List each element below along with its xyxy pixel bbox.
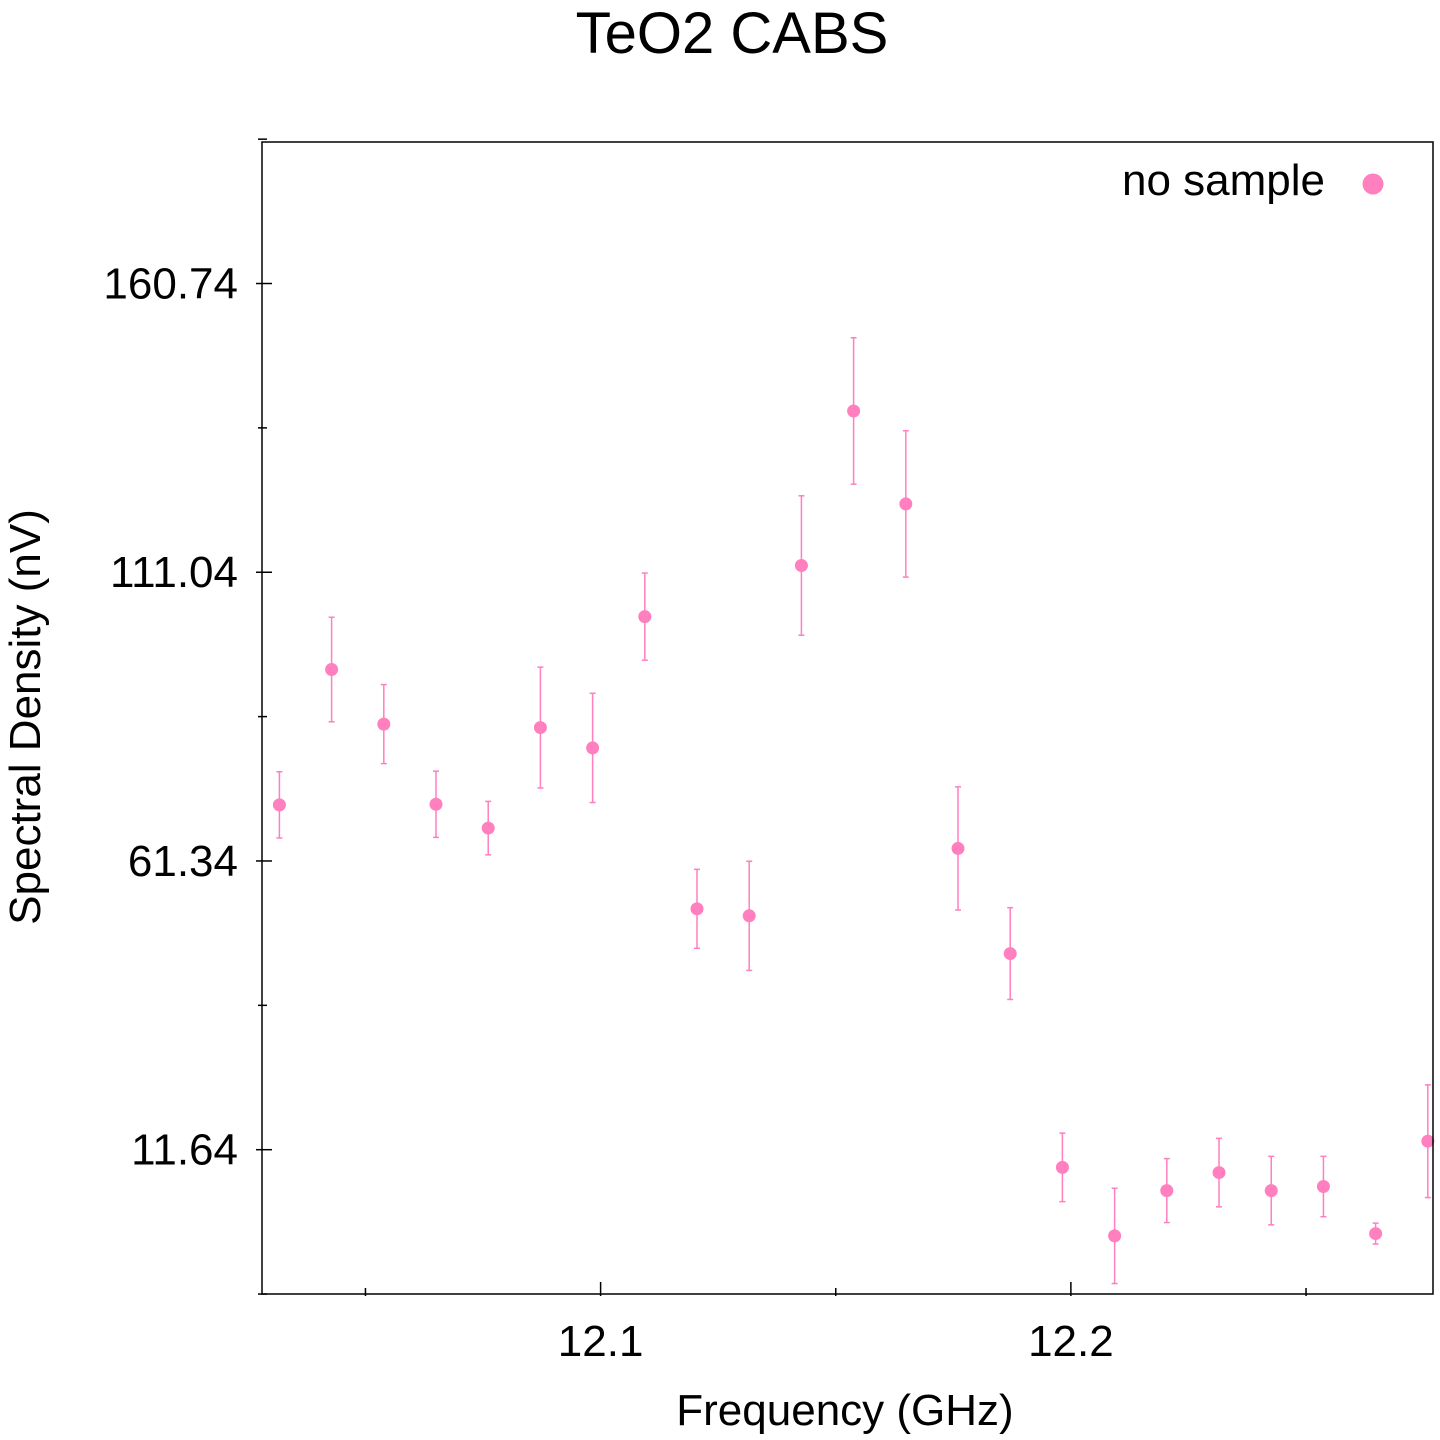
chart-title: TeO2 CABS [576, 1, 889, 66]
data-point [742, 909, 756, 923]
data-point [899, 497, 913, 511]
y-axis-label: Spectral Density (nV) [1, 509, 50, 925]
data-point [1369, 1227, 1383, 1241]
data-point [1160, 1184, 1174, 1198]
legend: no sample [1122, 156, 1384, 205]
data-point [638, 610, 652, 624]
data-point [1212, 1166, 1226, 1180]
data-point [794, 559, 808, 573]
x-tick-label: 12.1 [558, 1317, 644, 1366]
data-point [1264, 1184, 1278, 1198]
data-point [377, 717, 391, 731]
y-tick-label: 61.34 [128, 837, 238, 886]
data-point [325, 662, 339, 676]
series-no-sample [272, 337, 1435, 1285]
data-point [272, 798, 286, 812]
data-point [690, 902, 704, 916]
data-point [429, 797, 443, 811]
data-point [1108, 1229, 1122, 1243]
y-tick-label: 111.04 [110, 548, 238, 597]
data-point [1055, 1160, 1069, 1174]
data-point [1003, 947, 1017, 961]
data-point [586, 741, 600, 755]
x-tick-label: 12.2 [1028, 1317, 1114, 1366]
data-point [951, 841, 965, 855]
y-tick-label: 160.74 [103, 260, 238, 309]
legend-marker [1362, 173, 1384, 195]
x-axis-label: Frequency (GHz) [676, 1386, 1013, 1435]
data-point [533, 721, 547, 735]
data-point [481, 821, 495, 835]
plot-area [272, 337, 1435, 1285]
data-point [1421, 1134, 1435, 1148]
plot-frame [261, 141, 1434, 1295]
legend-label: no sample [1122, 156, 1325, 205]
data-point [847, 404, 861, 418]
axes: 11.64 61.34 111.04 160.74 12.1 12.2 [103, 138, 1434, 1366]
y-tick-label: 11.64 [131, 1126, 238, 1175]
data-point [1316, 1180, 1330, 1194]
